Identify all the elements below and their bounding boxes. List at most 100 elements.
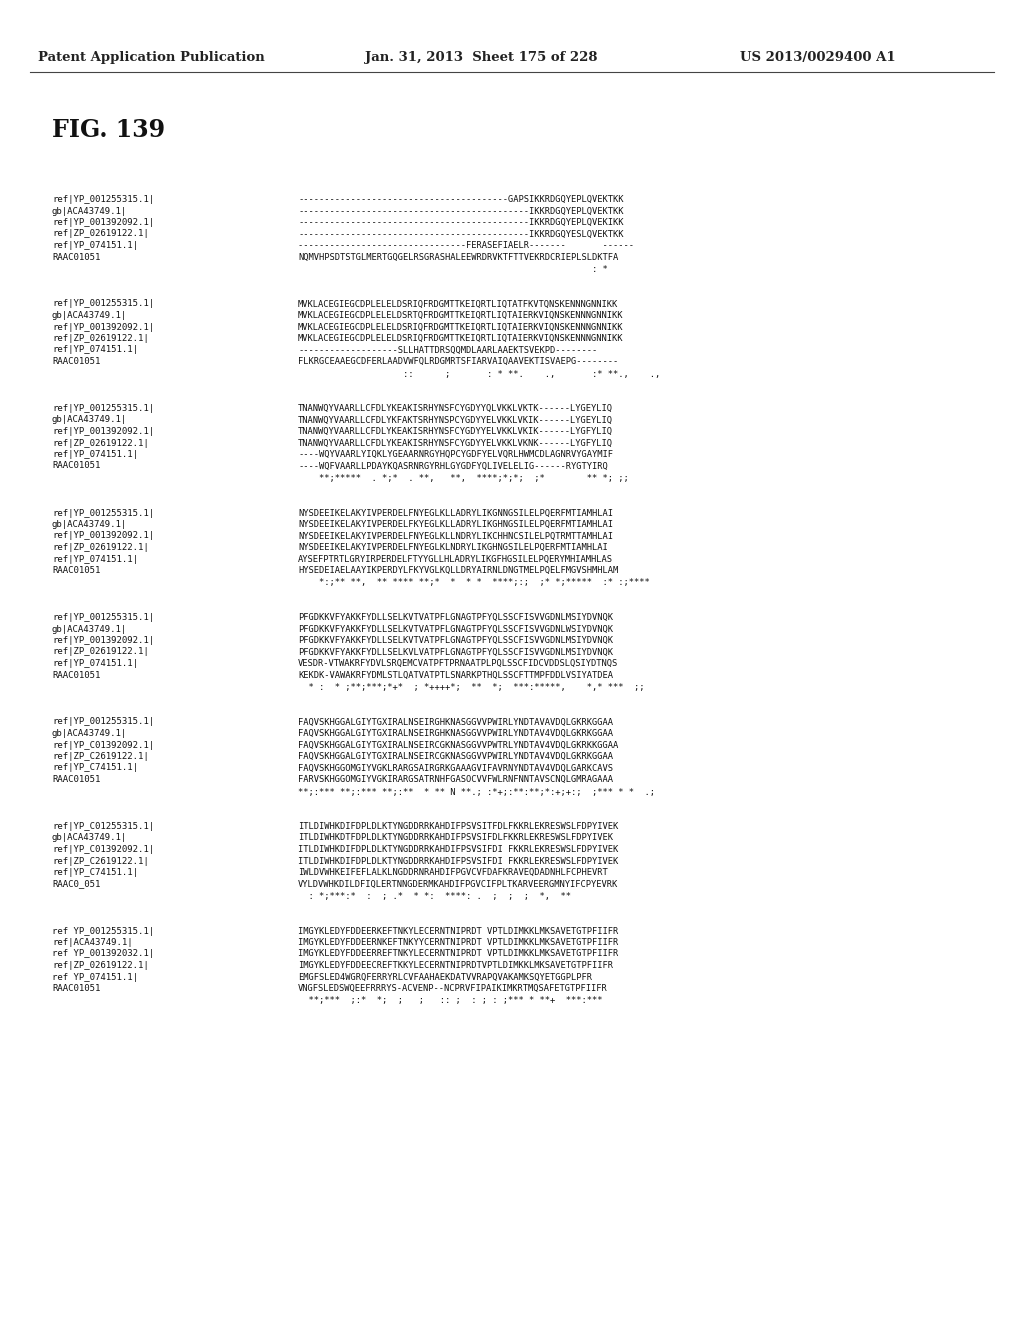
Text: ref|YP_001255315.1|: ref|YP_001255315.1| — [52, 195, 155, 205]
Text: HYSEDEIAELAAYIKPERDYLFKYVGLKQLLDRYAIRNLDNGTMELPQELFMGVSHMHLAM: HYSEDEIAELAAYIKPERDYLFKYVGLKQLLDRYAIRNLD… — [298, 566, 618, 576]
Text: IWLDVWHKEIFEFLALKLNGDDRNRAHDIFPGVCVFDAFKRAVEQDADNHLFCPHEVRT: IWLDVWHKEIFEFLALKLNGDDRNRAHDIFPGVCVFDAFK… — [298, 869, 608, 876]
Text: TNANWQYVAARLLCFDLYKEAKISRHYNSFCYGDYYQLVKKLVKTK------LYGEYLIQ: TNANWQYVAARLLCFDLYKEAKISRHYNSFCYGDYYQLVK… — [298, 404, 613, 413]
Text: ref|YP_C74151.1|: ref|YP_C74151.1| — [52, 763, 138, 772]
Text: FAQVSKHGGOMGIYVGKLRARGSAIRGRKGAAAGVIFAVRNYNDTAV4VDQLGARKCAVS: FAQVSKHGGOMGIYVGKLRARGSAIRGRKGAAAGVIFAVR… — [298, 763, 613, 772]
Text: ref|YP_001255315.1|: ref|YP_001255315.1| — [52, 508, 155, 517]
Text: --------------------------------------------IKKRDGQYEPLQVEKTKK: ----------------------------------------… — [298, 206, 624, 215]
Text: ref|ZP_02619122.1|: ref|ZP_02619122.1| — [52, 438, 148, 447]
Text: PFGDKKVFYAKKFYDLLSELKVTVATPFLGNAGTPFYQLSSCFISVVGDNLMSIYDVNQK: PFGDKKVFYAKKFYDLLSELKVTVATPFLGNAGTPFYQLS… — [298, 612, 613, 622]
Text: ref|YP_074151.1|: ref|YP_074151.1| — [52, 242, 138, 249]
Text: gb|ACA43749.1|: gb|ACA43749.1| — [52, 624, 127, 634]
Text: RAAC01051: RAAC01051 — [52, 566, 100, 576]
Text: ref|YP_074151.1|: ref|YP_074151.1| — [52, 659, 138, 668]
Text: gb|ACA43749.1|: gb|ACA43749.1| — [52, 206, 127, 215]
Text: -------------------SLLHATTDRSQQMDLAARLAAEKTSVEKPD--------: -------------------SLLHATTDRSQQMDLAARLAA… — [298, 346, 597, 355]
Text: **;***  ;:*  *;  ;   ;   :: ;  : ; : ;*** * **+  ***:***: **;*** ;:* *; ; ; :: ; : ; : ;*** * **+ … — [298, 997, 602, 1006]
Text: gb|ACA43749.1|: gb|ACA43749.1| — [52, 729, 127, 738]
Text: ref|ZP_C2619122.1|: ref|ZP_C2619122.1| — [52, 857, 148, 866]
Text: IMGYKLEDYFDDEERNKEFTNKYYCERNTNIPRDT VPTLDIMKKLMKSAVETGTPFIIFR: IMGYKLEDYFDDEERNKEFTNKYYCERNTNIPRDT VPTL… — [298, 939, 618, 946]
Text: FARVSKHGGOMGIYVGKIRARGSATRNHFGASOCVVFWLRNFNNTAVSCNQLGMRAGAAA: FARVSKHGGOMGIYVGKIRARGSATRNHFGASOCVVFWLR… — [298, 775, 613, 784]
Text: ref|YP_074151.1|: ref|YP_074151.1| — [52, 450, 138, 459]
Text: ref|YP_C74151.1|: ref|YP_C74151.1| — [52, 869, 138, 876]
Text: TNANWQYVAARLLCFDLYKEAKISRHYNSFCYGDYYELVKKLVKNK------LYGFYLIQ: TNANWQYVAARLLCFDLYKEAKISRHYNSFCYGDYYELVK… — [298, 438, 613, 447]
Text: gb|ACA43749.1|: gb|ACA43749.1| — [52, 312, 127, 319]
Text: NYSDEEIKELAKYIVPERDELFKYEGLKLLADRYLIKGHNGSILELPQERFMTIAMHLAI: NYSDEEIKELAKYIVPERDELFKYEGLKLLADRYLIKGHN… — [298, 520, 613, 529]
Text: NYSDEEIKELAKYIVPERDELFNYEGLKLLADRYLIKGNNGSILELPQERFMTIAMHLAI: NYSDEEIKELAKYIVPERDELFNYEGLKLLADRYLIKGNN… — [298, 508, 613, 517]
Text: ref|ZP_02619122.1|: ref|ZP_02619122.1| — [52, 648, 148, 656]
Text: --------------------------------------------IKKRDGQYESLQVEKTKK: ----------------------------------------… — [298, 230, 624, 239]
Text: ref|YP_001392092.1|: ref|YP_001392092.1| — [52, 218, 155, 227]
Text: ref|ZP_C2619122.1|: ref|ZP_C2619122.1| — [52, 752, 148, 762]
Text: ref YP_001392032.1|: ref YP_001392032.1| — [52, 949, 155, 958]
Text: VESDR-VTWAKRFYDVLSRQEMCVATPFTPRNAATPLPQLSSCFIDCVDDSLQSIYDTNQS: VESDR-VTWAKRFYDVLSRQEMCVATPFTPRNAATPLPQL… — [298, 659, 618, 668]
Text: ref|YP_C01255315.1|: ref|YP_C01255315.1| — [52, 822, 155, 832]
Text: ref|YP_001255315.1|: ref|YP_001255315.1| — [52, 404, 155, 413]
Text: gb|ACA43749.1|: gb|ACA43749.1| — [52, 416, 127, 425]
Text: ref|YP_074151.1|: ref|YP_074151.1| — [52, 346, 138, 355]
Text: NYSDEEIKELAKYIVPERDELFNYEGLKLLNDRYLIKCHHNCSILELPQTRMTTAMHLAI: NYSDEEIKELAKYIVPERDELFNYEGLKLLNDRYLIKCHH… — [298, 532, 613, 540]
Text: EMGFSLED4WGRQFERRYRLCVFAAHAEKDATVVRAPQVAKAMKSQYETGGPLPFR: EMGFSLED4WGRQFERRYRLCVFAAHAEKDATVVRAPQVA… — [298, 973, 592, 982]
Text: VYLDVWHKDILDFIQLERTNNGDERMKAHDIFPGVCIFPLTKARVEERGMNYIFCPYEVRK: VYLDVWHKDILDFIQLERTNNGDERMKAHDIFPGVCIFPL… — [298, 879, 618, 888]
Text: RAAC01051: RAAC01051 — [52, 462, 100, 470]
Text: ----WQYVAARLYIQKLYGEAARNRGYHQPCYGDFYELVQRLHWMCDLAGNRVYGAYMIF: ----WQYVAARLYIQKLYGEAARNRGYHQPCYGDFYELVQ… — [298, 450, 613, 459]
Text: **;*****  . *;*  . **,   **,  ****;*;*;  ;*        ** *; ;;: **;***** . *;* . **, **, ****;*;*; ;* **… — [298, 474, 629, 483]
Text: NQMVHPSDTSTGLMERTGQGELRSGRASHALEEWRDRVKTFTTVEKRDCRIEPLSLDKTFA: NQMVHPSDTSTGLMERTGQGELRSGRASHALEEWRDRVKT… — [298, 252, 618, 261]
Text: TNANWQYVAARLLCFDLYKFAKTSRHYNSPCYGDYYELVKKLVKIK------LYGEYLIQ: TNANWQYVAARLLCFDLYKFAKTSRHYNSPCYGDYYELVK… — [298, 416, 613, 425]
Text: ref|YP_001392092.1|: ref|YP_001392092.1| — [52, 322, 155, 331]
Text: ref|YP_001255315.1|: ref|YP_001255315.1| — [52, 718, 155, 726]
Text: FAQVSKHGGALGIYTGXIRALNSEIRCGKNASGGVVPWIRLYNDTAV4VDQLGKRKGGAA: FAQVSKHGGALGIYTGXIRALNSEIRCGKNASGGVVPWIR… — [298, 752, 613, 762]
Text: ITLDIWHKDIFDPLDLKTYNGDDRRKAHDIFPSVSIFDI FKKRLEKRESWSLFDPYIVEK: ITLDIWHKDIFDPLDLKTYNGDDRRKAHDIFPSVSIFDI … — [298, 845, 618, 854]
Text: ref|ZP_02619122.1|: ref|ZP_02619122.1| — [52, 334, 148, 343]
Text: ref|ACA43749.1|: ref|ACA43749.1| — [52, 939, 133, 946]
Text: AYSEFPTRTLGRYIRPERDELFTYYGLLHLADRYLIKGFHGSILELPQERYMHIAMHLAS: AYSEFPTRTLGRYIRPERDELFTYYGLLHLADRYLIKGFH… — [298, 554, 613, 564]
Text: ref YP_074151.1|: ref YP_074151.1| — [52, 973, 138, 982]
Text: : *: : * — [298, 265, 608, 275]
Text: PFGDKKVFYAKKFYDLLSELKVTVATPFLGNAGTPFYQLSSCFISVVGDNLWSIYDVNQK: PFGDKKVFYAKKFYDLLSELKVTVATPFLGNAGTPFYQLS… — [298, 624, 613, 634]
Text: NYSDEEIKELAKYIVPERDELFNYEGLKLNDRYLIKGHNGSILELPQERFMTIAMHLAI: NYSDEEIKELAKYIVPERDELFNYEGLKLNDRYLIKGHNG… — [298, 543, 608, 552]
Text: MVKLACEGIEGCDPLELELDSRIQFRDGMTTKEIQRTLIQTAIERKVIQNSKENNNGNNIKK: MVKLACEGIEGCDPLELELDSRIQFRDGMTTKEIQRTLIQ… — [298, 322, 624, 331]
Text: RAAC01051: RAAC01051 — [52, 252, 100, 261]
Text: RAAC0_051: RAAC0_051 — [52, 879, 100, 888]
Text: US 2013/0029400 A1: US 2013/0029400 A1 — [740, 51, 896, 65]
Text: ITLDIWHKDIFDPLDLKTYNGDDRRKAHDIFPSVSIFDI FKKRLEKRESWSLFDPYIVEK: ITLDIWHKDIFDPLDLKTYNGDDRRKAHDIFPSVSIFDI … — [298, 857, 618, 866]
Text: ITLDIWHKDTFDPLDLKTYNGDDRRKAHDIFPSVSIFDLFKKRLEKRESWSLFDPYIVEK: ITLDIWHKDTFDPLDLKTYNGDDRRKAHDIFPSVSIFDLF… — [298, 833, 613, 842]
Text: ref|YP_C01392092.1|: ref|YP_C01392092.1| — [52, 741, 155, 750]
Text: ref YP_001255315.1|: ref YP_001255315.1| — [52, 927, 155, 936]
Text: ref|YP_C01392092.1|: ref|YP_C01392092.1| — [52, 845, 155, 854]
Text: ----WQFVAARLLPDAYKQASRNRGYRHLGYGDFYQLIVELELIG------RYGTYIRQ: ----WQFVAARLLPDAYKQASRNRGYRHLGYGDFYQLIVE… — [298, 462, 608, 470]
Text: ref|YP_074151.1|: ref|YP_074151.1| — [52, 554, 138, 564]
Text: IMGYKLEDYFDDEERREFTNKYLECERNTNIPRDT VPTLDIMKKLMKSAVETGTPFIIFR: IMGYKLEDYFDDEERREFTNKYLECERNTNIPRDT VPTL… — [298, 949, 618, 958]
Text: FAQVSKHGGALGIYTGXIRALNSEIRGHKNASGGVVPWIRLYNDTAVAVDQLGKRKGGAA: FAQVSKHGGALGIYTGXIRALNSEIRGHKNASGGVVPWIR… — [298, 718, 613, 726]
Text: gb|ACA43749.1|: gb|ACA43749.1| — [52, 833, 127, 842]
Text: RAAC01051: RAAC01051 — [52, 983, 100, 993]
Text: RAAC01051: RAAC01051 — [52, 775, 100, 784]
Text: FLKRGCEAAEGCDFERLAADVWFQLRDGMRTSFIARVAIQAAVEKTISVAEPG--------: FLKRGCEAAEGCDFERLAADVWFQLRDGMRTSFIARVAIQ… — [298, 356, 618, 366]
Text: ----------------------------------------GAPSIKKRDGQYEPLQVEKTKK: ----------------------------------------… — [298, 195, 624, 205]
Text: RAAC01051: RAAC01051 — [52, 356, 100, 366]
Text: VNGFSLEDSWQEEFRRRYS-ACVENP--NCPRVFIPAIKIMKRTMQSAFETGTPFIIFR: VNGFSLEDSWQEEFRRRYS-ACVENP--NCPRVFIPAIKI… — [298, 983, 608, 993]
Text: TNANWQYVAARLLCFDLYKEAKISRHYNSFCYGDYYELVKKLVKIK------LYGFYLIQ: TNANWQYVAARLLCFDLYKEAKISRHYNSFCYGDYYELVK… — [298, 426, 613, 436]
Text: : *;***:*  :  ; .*  * *:  ****: .  ;  ;  ;  *,  **: : *;***:* : ; .* * *: ****: . ; ; ; *, *… — [298, 892, 571, 902]
Text: **;:*** **;:*** **;:**  * ** N **.; :*+;:**:**;*:+;+:;  ;*** * *  .;: **;:*** **;:*** **;:** * ** N **.; :*+;:… — [298, 788, 655, 796]
Text: *:;** **,  ** **** **;*  *  * *  ****;:;  ;* *;*****  :* :;****: *:;** **, ** **** **;* * * * ****;:; ;* … — [298, 578, 650, 587]
Text: MVKLACEGIEGCDPLELELDSRIQFRDGMTTKEIQRTLIQTAIERKVIQNSKENNNGNNIKK: MVKLACEGIEGCDPLELELDSRIQFRDGMTTKEIQRTLIQ… — [298, 334, 624, 343]
Text: ref|ZP_02619122.1|: ref|ZP_02619122.1| — [52, 543, 148, 552]
Text: ref|YP_001392092.1|: ref|YP_001392092.1| — [52, 426, 155, 436]
Text: ::      ;       : * **.    .,       :* **.,    .,: :: ; : * **. ., :* **., ., — [298, 370, 660, 379]
Text: Jan. 31, 2013  Sheet 175 of 228: Jan. 31, 2013 Sheet 175 of 228 — [365, 51, 597, 65]
Text: gb|ACA43749.1|: gb|ACA43749.1| — [52, 520, 127, 529]
Text: ref|ZP_02619122.1|: ref|ZP_02619122.1| — [52, 230, 148, 239]
Text: ref|ZP_02619122.1|: ref|ZP_02619122.1| — [52, 961, 148, 970]
Text: PFGDKKVFYAKKFYDLLSELKVLVATPFLGNAGTPFYQLSSCFISVVGDNLMSIYDVNQK: PFGDKKVFYAKKFYDLLSELKVLVATPFLGNAGTPFYQLS… — [298, 648, 613, 656]
Text: FAQVSKHGGALGIYTGXIRALNSEIRCGKNASGGVVPWTRLYNDTAV4VDQLGKRKKGGAA: FAQVSKHGGALGIYTGXIRALNSEIRCGKNASGGVVPWTR… — [298, 741, 618, 750]
Text: --------------------------------------------IKKRDGQYEPLQVEKIKK: ----------------------------------------… — [298, 218, 624, 227]
Text: MVKLACEGIEGCDPLELELDSRTQFRDGMTTKEIQRTLIQTAIERKVIQNSKENNNGNNIKK: MVKLACEGIEGCDPLELELDSRTQFRDGMTTKEIQRTLIQ… — [298, 312, 624, 319]
Text: * :  * ;**;***;*+*  ; *++++*;  **  *;  ***:*****,    *,* ***  ;;: * : * ;**;***;*+* ; *++++*; ** *; ***:**… — [298, 682, 644, 692]
Text: ref|YP_001255315.1|: ref|YP_001255315.1| — [52, 300, 155, 309]
Text: KEKDK-VAWAKRFYDMLSTLQATVATPTLSNARKPTHQLSSCFTTMPFDDLVSIYATDEA: KEKDK-VAWAKRFYDMLSTLQATVATPTLSNARKPTHQLS… — [298, 671, 613, 680]
Text: --------------------------------FERASEFIAELR-------       ------: --------------------------------FERASEFI… — [298, 242, 634, 249]
Text: Patent Application Publication: Patent Application Publication — [38, 51, 265, 65]
Text: IMGYKLEDYFDDEERKEFTNKYLECERNTNIPRDT VPTLDIMKKLMKSAVETGTPFIIFR: IMGYKLEDYFDDEERKEFTNKYLECERNTNIPRDT VPTL… — [298, 927, 618, 936]
Text: RAAC01051: RAAC01051 — [52, 671, 100, 680]
Text: ref|YP_001255315.1|: ref|YP_001255315.1| — [52, 612, 155, 622]
